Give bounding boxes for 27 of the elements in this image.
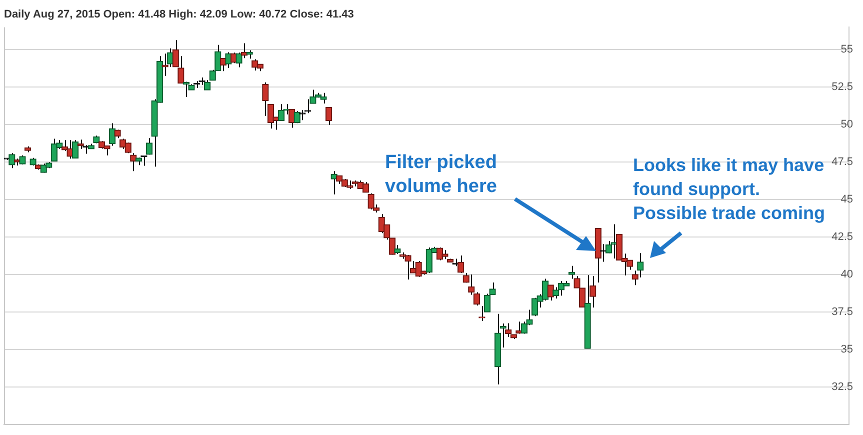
candlestick bbox=[330, 170, 338, 195]
y-tick-label: 32.5 bbox=[832, 380, 853, 393]
candlestick bbox=[325, 106, 332, 126]
annotation: Filter picked volume here bbox=[385, 151, 498, 199]
candlestick bbox=[72, 140, 79, 159]
candlestick bbox=[637, 252, 644, 278]
candlestick bbox=[130, 152, 137, 172]
y-tick-label: 50 bbox=[840, 118, 853, 131]
y-tick-label: 47.5 bbox=[832, 156, 853, 168]
candlestick bbox=[162, 53, 168, 76]
annotation: Looks like it may have found support. Possible trade coming bbox=[633, 154, 826, 225]
candlestick bbox=[568, 265, 576, 280]
candlestick bbox=[278, 104, 285, 122]
candlestick bbox=[632, 270, 638, 286]
y-tick-label: 37.5 bbox=[832, 306, 853, 318]
y-tick-label: 52.5 bbox=[832, 81, 853, 94]
y-tick-label: 45 bbox=[840, 194, 853, 206]
y-tick-label: 55 bbox=[840, 44, 853, 56]
chart-title: Daily Aug 27, 2015 Open: 41.48 High: 42.09 Low: 40.72 Close: 41.43 bbox=[4, 8, 354, 21]
y-tick-label: 40 bbox=[840, 268, 853, 281]
candlestick bbox=[547, 284, 554, 301]
candlestick bbox=[590, 276, 596, 308]
candlestick bbox=[426, 247, 432, 274]
y-tick-label: 42.5 bbox=[832, 231, 853, 244]
y-tick-label: 35 bbox=[840, 343, 853, 356]
candlestick bbox=[478, 305, 486, 322]
candlestick bbox=[236, 52, 242, 68]
